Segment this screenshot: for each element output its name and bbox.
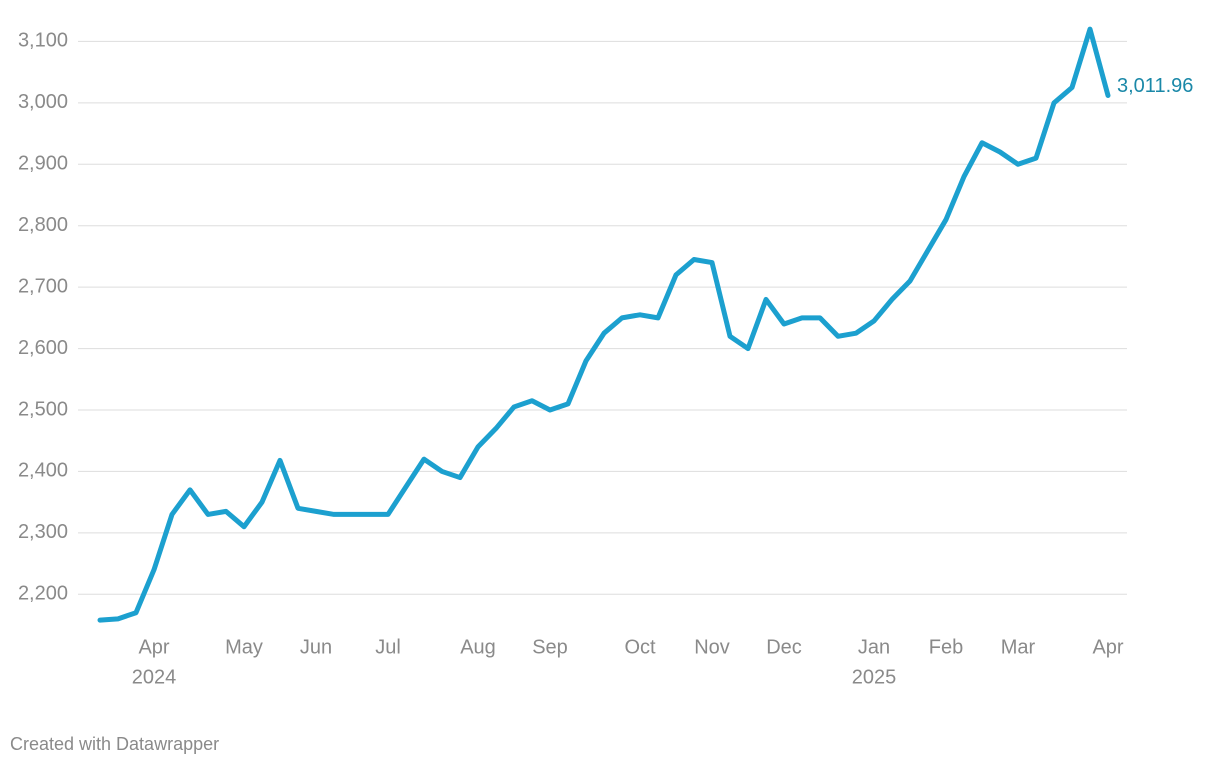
y-tick-label: 2,800 — [18, 214, 68, 236]
y-tick-label: 3,100 — [18, 30, 68, 52]
y-tick-label: 2,500 — [18, 398, 68, 420]
x-tick-label: Aug — [460, 636, 496, 658]
x-tick-label: Oct — [624, 636, 656, 658]
y-tick-label: 2,400 — [18, 460, 68, 482]
y-tick-label: 2,300 — [18, 521, 68, 543]
y-tick-label: 3,000 — [18, 91, 68, 113]
y-tick-label: 2,200 — [18, 583, 68, 605]
x-tick-label: May — [225, 636, 263, 658]
y-tick-label: 2,700 — [18, 275, 68, 297]
x-tick-label: Jul — [375, 636, 401, 658]
x-tick-label: Mar — [1001, 636, 1036, 658]
y-tick-label: 2,600 — [18, 337, 68, 359]
x-tick-label: Apr — [138, 636, 169, 658]
credit: Created with Datawrapper — [10, 734, 219, 754]
x-tick-label: Sep — [532, 636, 568, 658]
x-year-label: 2024 — [132, 666, 177, 688]
x-tick-label: Nov — [694, 636, 730, 658]
x-tick-label: Jun — [300, 636, 332, 658]
x-tick-label: Jan — [858, 636, 890, 658]
x-tick-label: Feb — [929, 636, 963, 658]
y-tick-label: 2,900 — [18, 153, 68, 175]
value-label: 3,011.96 — [1117, 75, 1193, 97]
line — [97, 26, 1111, 623]
x-tick-label: Dec — [766, 636, 802, 658]
x-year-label: 2025 — [852, 666, 897, 688]
x-tick-label: Apr — [1092, 636, 1123, 658]
